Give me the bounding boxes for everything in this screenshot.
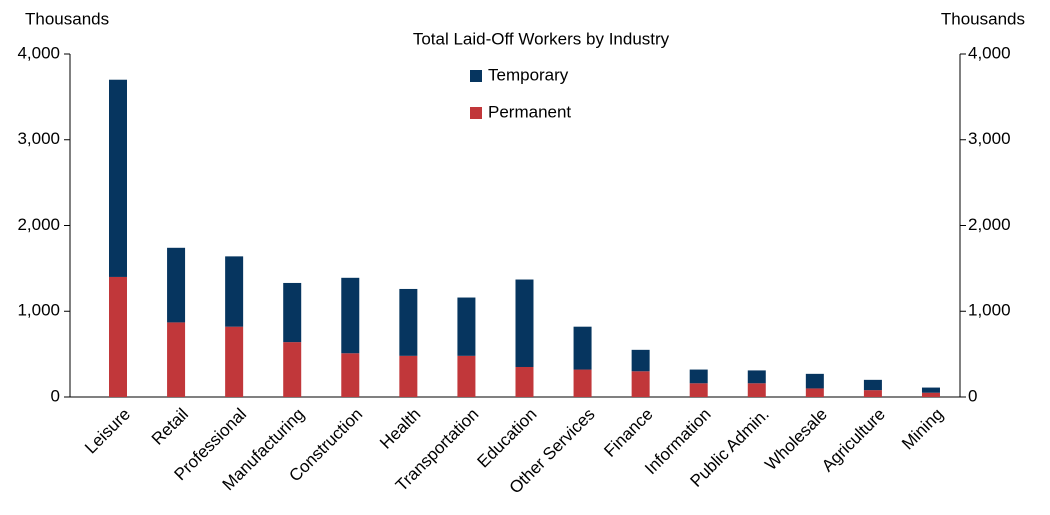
y-tick-label: 1,000 [17, 301, 60, 320]
x-tick-label: Mining [898, 405, 947, 454]
y-tick-label: 0 [51, 386, 60, 405]
bar-segment [573, 326, 592, 370]
y2-tick-label: 3,000 [968, 129, 1011, 148]
y2-tick-label: 0 [968, 386, 977, 405]
legend-swatch [470, 70, 482, 82]
x-tick-label: Finance [600, 405, 656, 461]
bar-segment [515, 366, 534, 397]
x-tick-label: Leisure [81, 405, 134, 458]
legend-label: Permanent [488, 102, 571, 121]
bar-segment [863, 390, 882, 397]
bar-segment [805, 373, 824, 389]
y-tick-label: 2,000 [17, 215, 60, 234]
bar-segment [457, 297, 476, 356]
bar-segment [747, 370, 766, 384]
bar-segment [225, 326, 244, 397]
bar-segment [283, 342, 302, 397]
bar-segment [805, 388, 824, 397]
bar-segment [341, 353, 360, 397]
bar-segment [921, 392, 940, 397]
chart-title: Total Laid-Off Workers by Industry [413, 29, 670, 48]
bar-segment [689, 383, 708, 397]
bar-segment [573, 369, 592, 397]
bar-segment [399, 288, 418, 356]
bar-segment [225, 256, 244, 327]
bar-segment [689, 369, 708, 384]
bar-segment [167, 247, 186, 323]
bar-segment [109, 79, 127, 277]
y-tick-label: 3,000 [17, 129, 60, 148]
bar-segment [515, 279, 534, 367]
bar-segment [631, 371, 650, 397]
bar-segment [921, 387, 940, 393]
x-tick-label: Retail [148, 405, 192, 449]
y2-tick-label: 2,000 [968, 215, 1011, 234]
y2-axis-label: Thousands [941, 9, 1025, 28]
bar-segment [457, 355, 476, 397]
y-tick-label: 4,000 [17, 43, 60, 62]
bar-segment [863, 379, 882, 391]
legend-label: Temporary [488, 65, 569, 84]
bar-segment [747, 383, 766, 397]
y2-tick-label: 4,000 [968, 43, 1011, 62]
bar-segment [109, 276, 127, 397]
bar-segment [341, 277, 360, 354]
bar-segment [283, 282, 302, 343]
bar-segment [399, 355, 418, 397]
x-tick-label: Agriculture [818, 405, 889, 476]
bar-segment [167, 322, 186, 397]
legend-swatch [470, 107, 482, 119]
x-tick-label: Health [376, 405, 424, 453]
y-axis-label: Thousands [25, 9, 109, 28]
y2-tick-label: 1,000 [968, 301, 1011, 320]
bar-segment [631, 349, 650, 372]
